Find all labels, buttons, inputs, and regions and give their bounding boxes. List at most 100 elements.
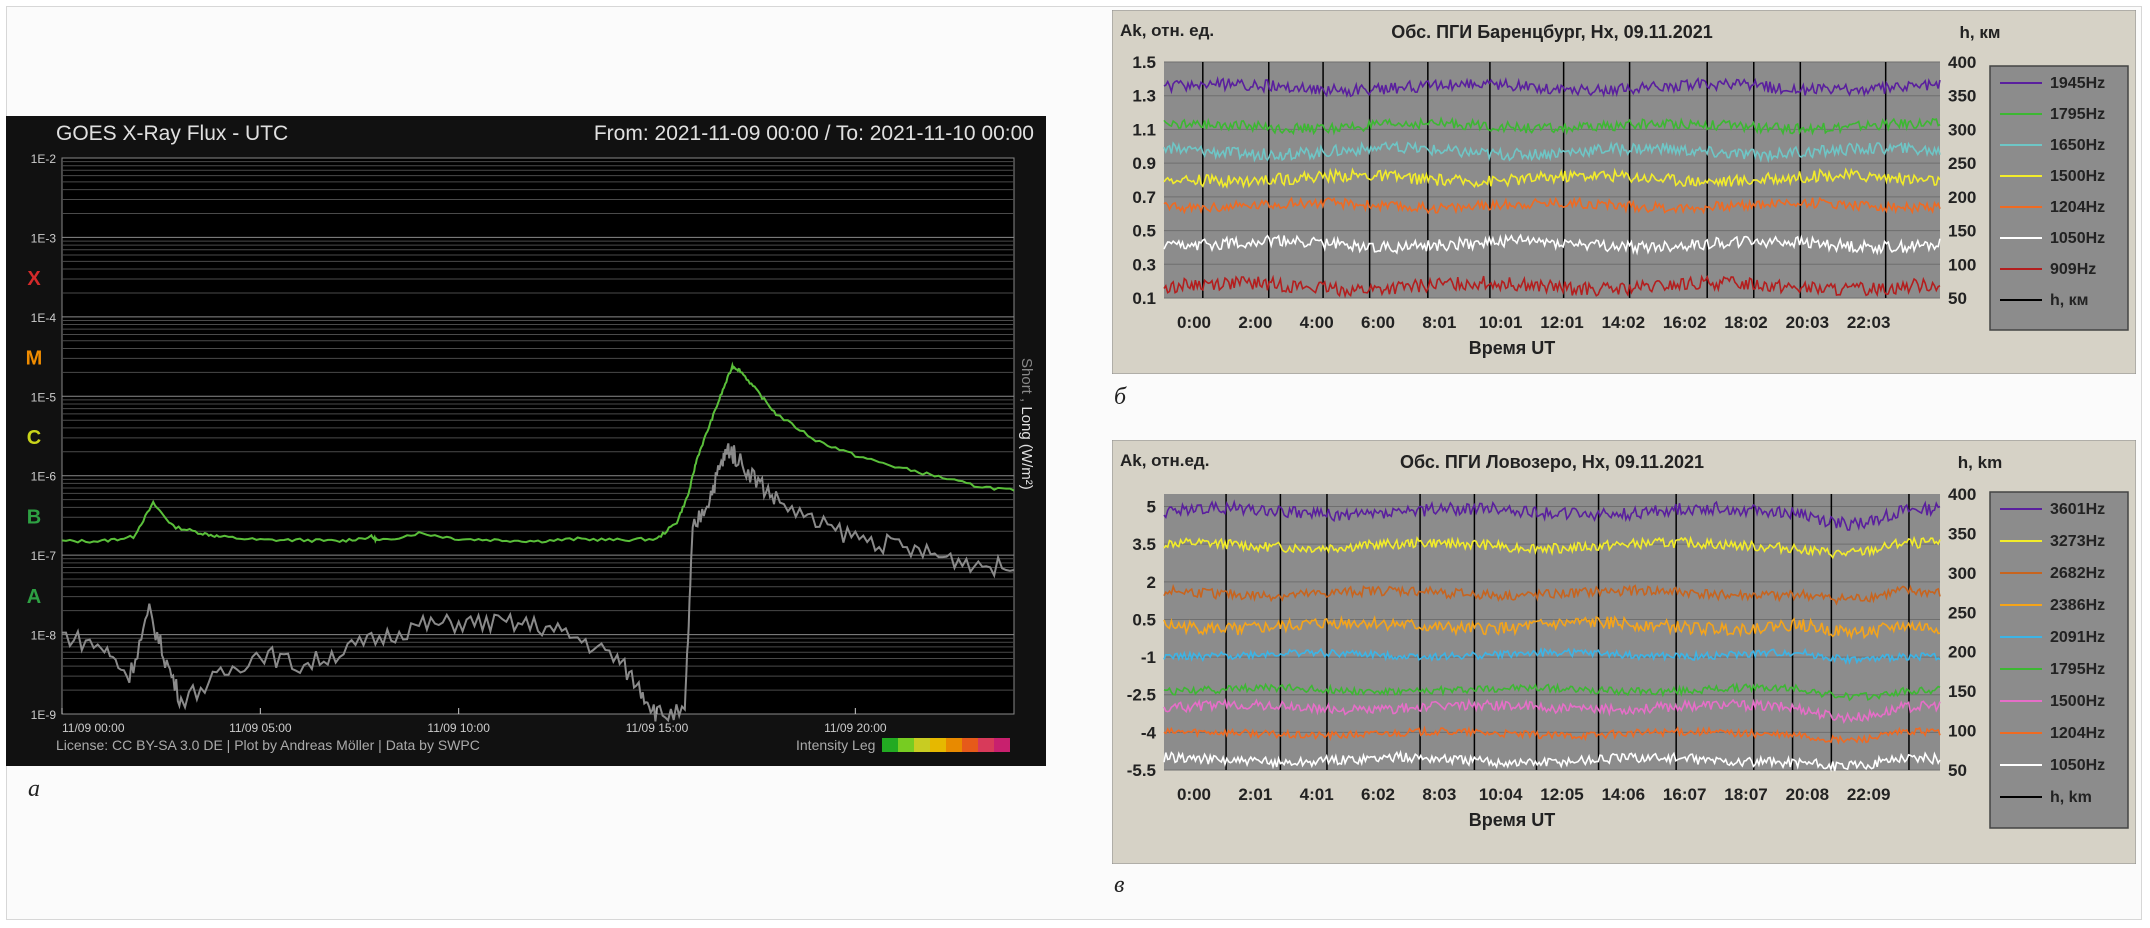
y-right-tick-label: 400 xyxy=(1948,53,1976,72)
y-tick-label: 1.5 xyxy=(1132,53,1156,72)
y-tick-label: -2.5 xyxy=(1127,686,1156,705)
legend-label: 1050Hz xyxy=(2050,757,2105,774)
goes-y-tick-label: 1E-5 xyxy=(31,390,57,404)
legend-label: 1795Hz xyxy=(2050,661,2105,678)
series-1204hz xyxy=(1163,196,1941,215)
legend-label: 2386Hz xyxy=(2050,597,2105,614)
y-right-tick-label: 350 xyxy=(1948,524,1976,543)
x-tick-label: 20:03 xyxy=(1786,313,1829,332)
x-tick-label: 0:00 xyxy=(1177,785,1211,804)
y-tick-label: -1 xyxy=(1141,648,1156,667)
series-1650hz xyxy=(1163,140,1941,164)
y-tick-label: 0.5 xyxy=(1132,610,1156,629)
series-3273hz xyxy=(1163,535,1941,560)
goes-class-label-b: B xyxy=(27,506,41,528)
goes-y-tick-label: 1E-8 xyxy=(31,629,57,643)
y-tick-label: 0.3 xyxy=(1132,255,1156,274)
series-1204hz xyxy=(1163,725,1941,745)
y-axis-label: Ak, отн. ед. xyxy=(1120,21,1214,40)
x-tick-label: 4:00 xyxy=(1300,313,1334,332)
caption-c: в xyxy=(1114,872,1125,898)
series-1500hz xyxy=(1163,167,1941,189)
goes-title: GOES X-Ray Flux - UTC xyxy=(56,122,288,145)
goes-class-label-c: C xyxy=(27,427,41,449)
goes-y-tick-label: 1E-4 xyxy=(31,311,57,325)
goes-x-tick-label: 11/09 15:00 xyxy=(626,721,689,735)
goes-y-tick-label: 1E-2 xyxy=(31,152,57,166)
legend-label: 2682Hz xyxy=(2050,565,2105,582)
intensity-legend-swatch xyxy=(946,738,962,752)
x-tick-label: 12:05 xyxy=(1540,785,1583,804)
goes-x-tick-label: 11/09 05:00 xyxy=(229,721,292,735)
intensity-legend-swatch xyxy=(882,738,898,752)
x-tick-label: 2:01 xyxy=(1238,785,1272,804)
series-1500hz xyxy=(1163,697,1941,724)
intensity-legend-swatch xyxy=(914,738,930,752)
legend-label: 1795Hz xyxy=(2050,106,2105,123)
x-tick-label: 22:03 xyxy=(1847,313,1890,332)
y-tick-label: 0.5 xyxy=(1132,222,1156,241)
legend-label: 1204Hz xyxy=(2050,725,2105,742)
goes-class-label-a: A xyxy=(27,586,41,608)
y-right-tick-label: 50 xyxy=(1948,761,1967,780)
legend-label: 3601Hz xyxy=(2050,501,2105,518)
goes-x-tick-label: 11/09 20:00 xyxy=(824,721,887,735)
series-1795hz xyxy=(1163,116,1941,136)
goes-y-tick-label: 1E-6 xyxy=(31,470,57,484)
x-tick-label: 10:04 xyxy=(1479,785,1523,804)
x-tick-label: 8:03 xyxy=(1422,785,1456,804)
y-tick-label: 2 xyxy=(1147,573,1156,592)
goes-long-flux-series xyxy=(61,361,1015,544)
goes-y-tick-label: 1E-3 xyxy=(31,231,57,245)
y-right-tick-label: 200 xyxy=(1948,643,1976,662)
x-tick-label: 16:02 xyxy=(1663,313,1706,332)
x-tick-label: 22:09 xyxy=(1847,785,1890,804)
goes-x-tick-label: 11/09 00:00 xyxy=(62,721,125,735)
y-axis-label: Ak, отн.ед. xyxy=(1120,451,1209,470)
goes-y-axis-label: Short , Long (W/m²) xyxy=(1018,358,1035,490)
intensity-legend-swatch xyxy=(994,738,1010,752)
x-tick-label: 14:02 xyxy=(1602,313,1645,332)
legend-label: 1204Hz xyxy=(2050,199,2105,216)
x-tick-label: 0:00 xyxy=(1177,313,1211,332)
chart-title: Обс. ПГИ Ловозеро, Hx, 09.11.2021 xyxy=(1400,452,1704,472)
legend-label: 1050Hz xyxy=(2050,230,2105,247)
y-right-tick-label: 250 xyxy=(1948,603,1976,622)
x-tick-label: 20:08 xyxy=(1786,785,1829,804)
x-tick-label: 18:02 xyxy=(1724,313,1767,332)
goes-xray-chart: 1E-9 1E-8 1E-7 1E-6 1E-5 1E-4 1E-3 1E-2 A B C M X 11/… xyxy=(6,116,1046,766)
goes-short-flux-series xyxy=(62,443,1015,723)
goes-y-tick-label: 1E-7 xyxy=(31,549,57,563)
y-right-tick-label: 200 xyxy=(1948,188,1976,207)
series-3601hz xyxy=(1163,499,1941,531)
x-tick-label: 12:01 xyxy=(1540,313,1583,332)
x-tick-label: 16:07 xyxy=(1663,785,1706,804)
y-right-tick-label: 50 xyxy=(1948,289,1967,308)
y-right-axis-label: h, км xyxy=(1960,23,2001,42)
legend-box xyxy=(1989,65,2129,331)
x-tick-label: 2:00 xyxy=(1238,313,1272,332)
x-axis-label: Время UT xyxy=(1469,810,1556,830)
legend-label: 3273Hz xyxy=(2050,533,2105,550)
y-tick-label: 5 xyxy=(1147,498,1156,517)
y-right-tick-label: 250 xyxy=(1948,154,1976,173)
goes-class-label-x: X xyxy=(27,268,41,290)
series-2091hz xyxy=(1163,647,1941,666)
chart-title: Обс. ПГИ Баренцбург, Hx, 09.11.2021 xyxy=(1391,22,1713,42)
intensity-legend-swatch xyxy=(962,738,978,752)
y-right-tick-label: 150 xyxy=(1948,682,1976,701)
x-tick-label: 14:06 xyxy=(1602,785,1645,804)
intensity-legend-swatch xyxy=(898,738,914,752)
goes-x-tick-label: 11/09 10:00 xyxy=(427,721,490,735)
goes-date-range: From: 2021-11-09 00:00 / To: 2021-11-10 … xyxy=(594,122,1034,145)
series-1050hz xyxy=(1163,749,1941,773)
y-tick-label: -4 xyxy=(1141,723,1157,742)
series-1945hz xyxy=(1163,75,1941,98)
legend-label: 909Hz xyxy=(2050,261,2096,278)
legend-label: 2091Hz xyxy=(2050,629,2105,646)
y-tick-label: 0.7 xyxy=(1132,188,1156,207)
goes-y-tick-label: 1E-9 xyxy=(31,708,57,722)
y-right-tick-label: 400 xyxy=(1948,485,1976,504)
y-tick-label: 1.1 xyxy=(1132,120,1156,139)
y-right-tick-label: 300 xyxy=(1948,120,1976,139)
